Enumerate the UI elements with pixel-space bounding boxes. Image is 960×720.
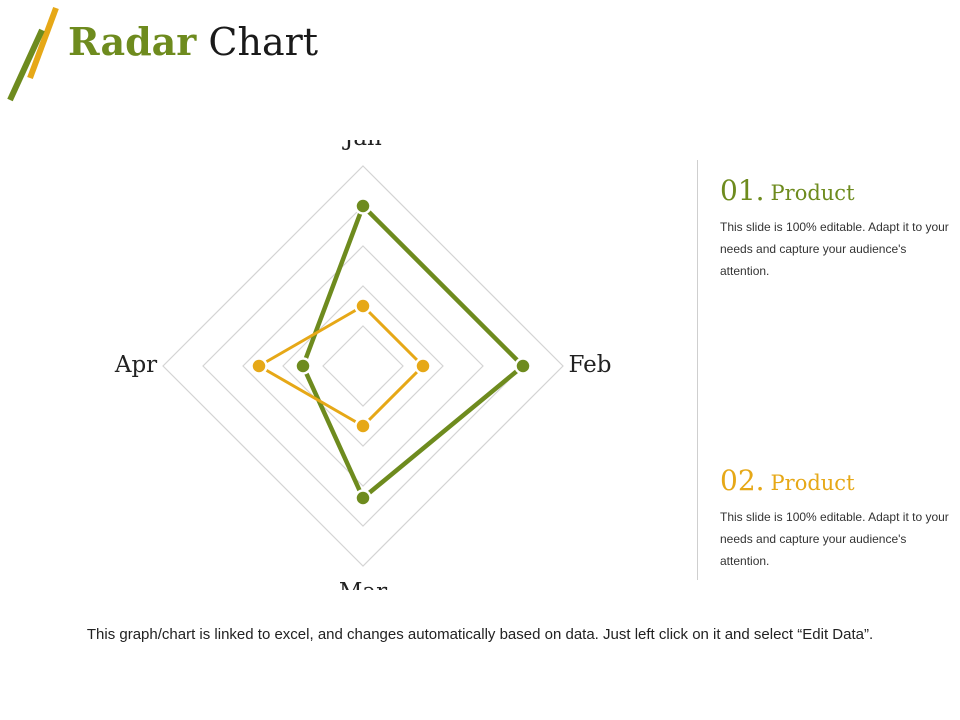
series-point [354,297,372,315]
series-point [354,197,372,215]
grid-ring [162,165,564,567]
legend-label: Product [770,471,855,495]
axis-label-feb: Feb [568,352,611,378]
series-product-01 [294,197,532,507]
axis-label-mar: Mar [339,579,387,590]
legend-number: 02. [720,464,765,497]
grid-ring [282,285,444,447]
axis-label-jan: Jan [342,140,382,151]
series-point [354,417,372,435]
radar-chart: Jan Feb Mar Apr [114,140,612,590]
legend-label: Product [770,181,855,205]
footer-note: This graph/chart is linked to excel, and… [86,626,874,643]
legend-description: This slide is 100% editable. Adapt it to… [720,220,949,278]
vertical-divider [697,160,698,580]
legend-heading: 02. Product [720,464,950,502]
series-point [414,357,432,375]
legend-number: 01. [720,174,765,207]
legend-description: This slide is 100% editable. Adapt it to… [720,510,949,568]
series-point [294,357,312,375]
page-title: Radar Chart [68,18,318,66]
grid-ring [242,245,484,487]
series-product-02 [250,297,432,435]
series-line [300,203,526,501]
axis-label-apr: Apr [114,352,157,378]
title-rest: Chart [208,20,319,64]
radar-series [250,197,532,507]
grid-ring [322,325,404,407]
series-point [354,489,372,507]
slash-logo-icon [7,6,59,102]
legend-heading: 01. Product [720,174,950,212]
legend-item-product-02: 02. Product This slide is 100% editable. … [720,464,950,572]
series-point [250,357,268,375]
title-accent: Radar [68,19,197,64]
legend-item-product-01: 01. Product This slide is 100% editable. … [720,174,950,282]
radar-axis-labels: Jan Feb Mar Apr [114,140,612,590]
series-point [514,357,532,375]
